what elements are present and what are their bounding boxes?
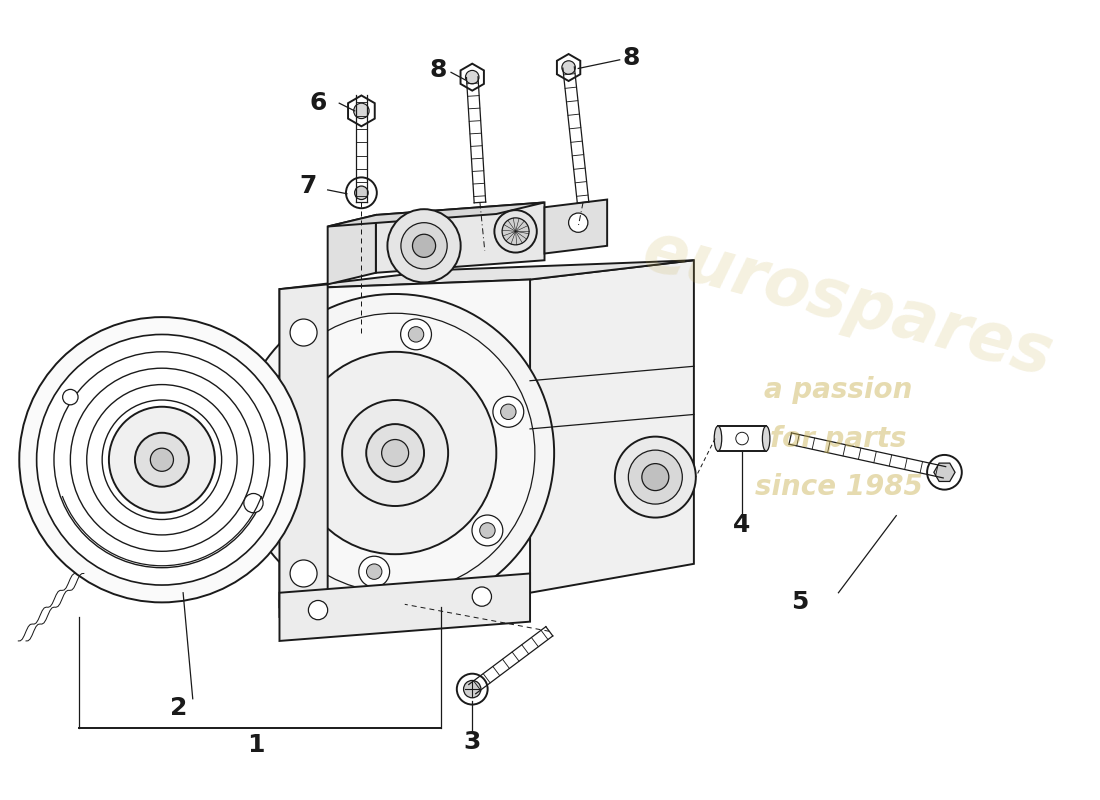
Polygon shape [461,64,484,90]
Text: eurospares: eurospares [636,218,1060,390]
Circle shape [382,439,408,466]
Circle shape [290,319,317,346]
Circle shape [463,681,481,698]
Ellipse shape [714,426,722,451]
Polygon shape [279,574,530,641]
Text: for parts: for parts [770,425,906,453]
Polygon shape [376,202,544,273]
Circle shape [465,70,478,84]
Circle shape [342,400,448,506]
Circle shape [290,560,317,587]
Text: 5: 5 [791,590,808,614]
Circle shape [400,222,448,269]
Polygon shape [348,95,375,126]
Circle shape [494,210,537,253]
Circle shape [400,319,431,350]
Circle shape [366,424,424,482]
Circle shape [354,186,368,199]
Polygon shape [557,54,581,81]
Text: 7: 7 [299,174,317,198]
Text: 6: 6 [309,91,327,115]
Circle shape [354,103,370,118]
Polygon shape [328,215,376,284]
Circle shape [569,213,587,232]
Circle shape [412,234,436,258]
Circle shape [493,396,524,427]
Polygon shape [328,202,544,226]
Circle shape [135,433,189,486]
Circle shape [236,294,554,612]
Circle shape [562,61,575,74]
Circle shape [641,464,669,490]
Circle shape [87,385,238,535]
Circle shape [36,334,287,585]
Polygon shape [530,260,694,593]
Circle shape [295,368,310,383]
Circle shape [287,360,318,391]
Circle shape [927,455,961,490]
Text: 1: 1 [246,733,264,757]
Polygon shape [279,260,694,289]
Text: 8: 8 [623,46,640,70]
Text: 8: 8 [430,58,448,82]
Circle shape [244,494,263,513]
Circle shape [366,564,382,579]
Circle shape [387,209,461,282]
Polygon shape [279,279,530,607]
Circle shape [456,674,487,705]
Circle shape [500,404,516,419]
Circle shape [736,432,748,445]
Circle shape [628,450,682,504]
Text: since 1985: since 1985 [755,473,922,501]
Circle shape [294,352,496,554]
Circle shape [151,448,174,471]
Polygon shape [279,284,328,617]
Circle shape [70,368,253,551]
Bar [718,426,767,451]
Circle shape [109,406,214,513]
Text: 2: 2 [169,696,187,720]
Circle shape [63,390,78,405]
Circle shape [346,178,377,208]
Text: 3: 3 [463,730,481,754]
Circle shape [266,478,297,510]
Ellipse shape [762,426,770,451]
Circle shape [102,400,222,519]
Circle shape [472,587,492,606]
Circle shape [255,314,535,593]
Circle shape [308,601,328,620]
Circle shape [615,437,696,518]
Text: a passion: a passion [764,376,913,404]
Circle shape [480,522,495,538]
Circle shape [20,317,305,602]
Circle shape [274,486,289,502]
Circle shape [359,556,389,587]
Circle shape [54,352,270,568]
Circle shape [472,515,503,546]
Text: 4: 4 [734,514,751,538]
Circle shape [408,326,424,342]
Circle shape [502,218,529,245]
Polygon shape [544,199,607,254]
